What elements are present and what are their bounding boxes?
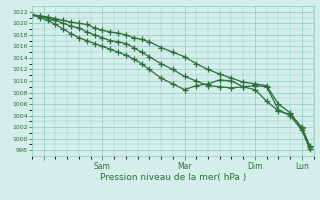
X-axis label: Pression niveau de la mer( hPa ): Pression niveau de la mer( hPa ) [100,173,246,182]
